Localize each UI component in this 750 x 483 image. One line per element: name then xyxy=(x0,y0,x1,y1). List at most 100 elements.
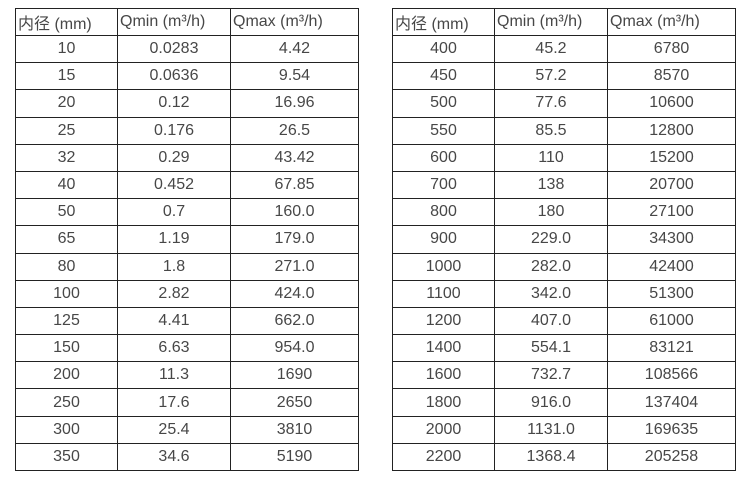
qmax-cell: 20700 xyxy=(607,170,736,200)
qmax-cell: 34300 xyxy=(607,225,736,254)
qmin-cell: 0.29 xyxy=(117,143,231,172)
table-row: 1000 282.0 42400 xyxy=(392,252,736,281)
table-row: 15 0.0636 9.54 xyxy=(15,62,359,91)
table-row: 10 0.0283 4.42 xyxy=(15,34,359,64)
diameter-cell: 125 xyxy=(15,306,118,336)
qmin-cell: 229.0 xyxy=(494,225,608,254)
diameter-cell: 20 xyxy=(15,89,118,118)
qmax-cell: 9.54 xyxy=(230,62,359,91)
qmax-cell: 424.0 xyxy=(230,279,359,308)
diameter-cell: 15 xyxy=(15,62,118,91)
qmax-cell: 160.0 xyxy=(230,198,359,227)
qmin-cell: 25.4 xyxy=(117,415,231,444)
diameter-cell: 200 xyxy=(15,361,118,390)
qmin-cell: 180 xyxy=(494,198,608,227)
table-row: 250 17.6 2650 xyxy=(15,388,359,417)
flow-table-small-diameters: 内径 (mm) Qmin (m³/h) Qmax (m³/h) 10 0.0283… xyxy=(15,8,359,472)
diameter-cell: 600 xyxy=(392,143,495,172)
table-row: 125 4.41 662.0 xyxy=(15,306,359,336)
header-diameter: 内径 (mm) xyxy=(392,8,495,36)
qmin-cell: 45.2 xyxy=(494,34,608,64)
table-row: 100 2.82 424.0 xyxy=(15,279,359,308)
qmin-cell: 732.7 xyxy=(494,361,608,390)
table-row: 450 57.2 8570 xyxy=(392,62,736,91)
diameter-cell: 800 xyxy=(392,198,495,227)
table-row: 1200 407.0 61000 xyxy=(392,306,736,336)
diameter-cell: 1600 xyxy=(392,361,495,390)
table-row: 700 138 20700 xyxy=(392,170,736,200)
qmax-cell: 137404 xyxy=(607,388,736,417)
table-row: 600 110 15200 xyxy=(392,143,736,172)
qmin-cell: 0.7 xyxy=(117,198,231,227)
qmax-cell: 108566 xyxy=(607,361,736,390)
qmax-cell: 6780 xyxy=(607,34,736,64)
header-qmin: Qmin (m³/h) xyxy=(494,8,608,36)
qmax-cell: 3810 xyxy=(230,415,359,444)
qmax-cell: 51300 xyxy=(607,279,736,308)
header-row: 内径 (mm) Qmin (m³/h) Qmax (m³/h) xyxy=(392,8,736,36)
diameter-cell: 300 xyxy=(15,415,118,444)
diameter-cell: 250 xyxy=(15,388,118,417)
diameter-cell: 2200 xyxy=(392,442,495,472)
qmin-cell: 77.6 xyxy=(494,89,608,118)
table-row: 25 0.176 26.5 xyxy=(15,116,359,145)
qmax-cell: 5190 xyxy=(230,442,359,472)
diameter-cell: 700 xyxy=(392,170,495,200)
qmin-cell: 110 xyxy=(494,143,608,172)
qmax-cell: 662.0 xyxy=(230,306,359,336)
diameter-cell: 150 xyxy=(15,334,118,363)
diameter-cell: 40 xyxy=(15,170,118,200)
qmax-cell: 61000 xyxy=(607,306,736,336)
diameter-cell: 10 xyxy=(15,34,118,64)
table-body-small-diameters: 10 0.0283 4.42 15 0.0636 9.54 20 0.12 16.96 25 0.1… xyxy=(15,34,359,472)
header-row: 内径 (mm) Qmin (m³/h) Qmax (m³/h) xyxy=(15,8,359,36)
qmin-cell: 0.0636 xyxy=(117,62,231,91)
table-row: 2000 1131.0 169635 xyxy=(392,415,736,444)
qmax-cell: 15200 xyxy=(607,143,736,172)
header-qmax: Qmax (m³/h) xyxy=(230,8,359,36)
qmax-cell: 10600 xyxy=(607,89,736,118)
table-row: 1100 342.0 51300 xyxy=(392,279,736,308)
qmax-cell: 205258 xyxy=(607,442,736,472)
table-row: 400 45.2 6780 xyxy=(392,34,736,64)
table-row: 150 6.63 954.0 xyxy=(15,334,359,363)
qmax-cell: 179.0 xyxy=(230,225,359,254)
qmin-cell: 0.452 xyxy=(117,170,231,200)
diameter-cell: 350 xyxy=(15,442,118,472)
qmin-cell: 1.8 xyxy=(117,252,231,281)
qmin-cell: 0.0283 xyxy=(117,34,231,64)
qmin-cell: 6.63 xyxy=(117,334,231,363)
table-row: 200 11.3 1690 xyxy=(15,361,359,390)
diameter-cell: 65 xyxy=(15,225,118,254)
diameter-cell: 500 xyxy=(392,89,495,118)
table-row: 2200 1368.4 205258 xyxy=(392,442,736,472)
table-row: 500 77.6 10600 xyxy=(392,89,736,118)
qmin-cell: 1131.0 xyxy=(494,415,608,444)
table-row: 550 85.5 12800 xyxy=(392,116,736,145)
qmax-cell: 271.0 xyxy=(230,252,359,281)
header-diameter: 内径 (mm) xyxy=(15,8,118,36)
qmax-cell: 67.85 xyxy=(230,170,359,200)
qmax-cell: 1690 xyxy=(230,361,359,390)
qmin-cell: 1368.4 xyxy=(494,442,608,472)
qmin-cell: 57.2 xyxy=(494,62,608,91)
qmax-cell: 43.42 xyxy=(230,143,359,172)
diameter-cell: 2000 xyxy=(392,415,495,444)
table-row: 300 25.4 3810 xyxy=(15,415,359,444)
qmax-cell: 954.0 xyxy=(230,334,359,363)
diameter-cell: 900 xyxy=(392,225,495,254)
qmin-cell: 11.3 xyxy=(117,361,231,390)
table-row: 65 1.19 179.0 xyxy=(15,225,359,254)
table-body-large-diameters: 400 45.2 6780 450 57.2 8570 500 77.6 10600 550 85.… xyxy=(392,34,736,472)
qmax-cell: 2650 xyxy=(230,388,359,417)
table-row: 1600 732.7 108566 xyxy=(392,361,736,390)
qmax-cell: 26.5 xyxy=(230,116,359,145)
qmin-cell: 0.12 xyxy=(117,89,231,118)
flow-table-large-diameters: 内径 (mm) Qmin (m³/h) Qmax (m³/h) 400 45.2 6… xyxy=(392,8,736,472)
header-qmin: Qmin (m³/h) xyxy=(117,8,231,36)
diameter-cell: 1100 xyxy=(392,279,495,308)
qmin-cell: 282.0 xyxy=(494,252,608,281)
diameter-cell: 50 xyxy=(15,198,118,227)
qmax-cell: 8570 xyxy=(607,62,736,91)
qmin-cell: 4.41 xyxy=(117,306,231,336)
